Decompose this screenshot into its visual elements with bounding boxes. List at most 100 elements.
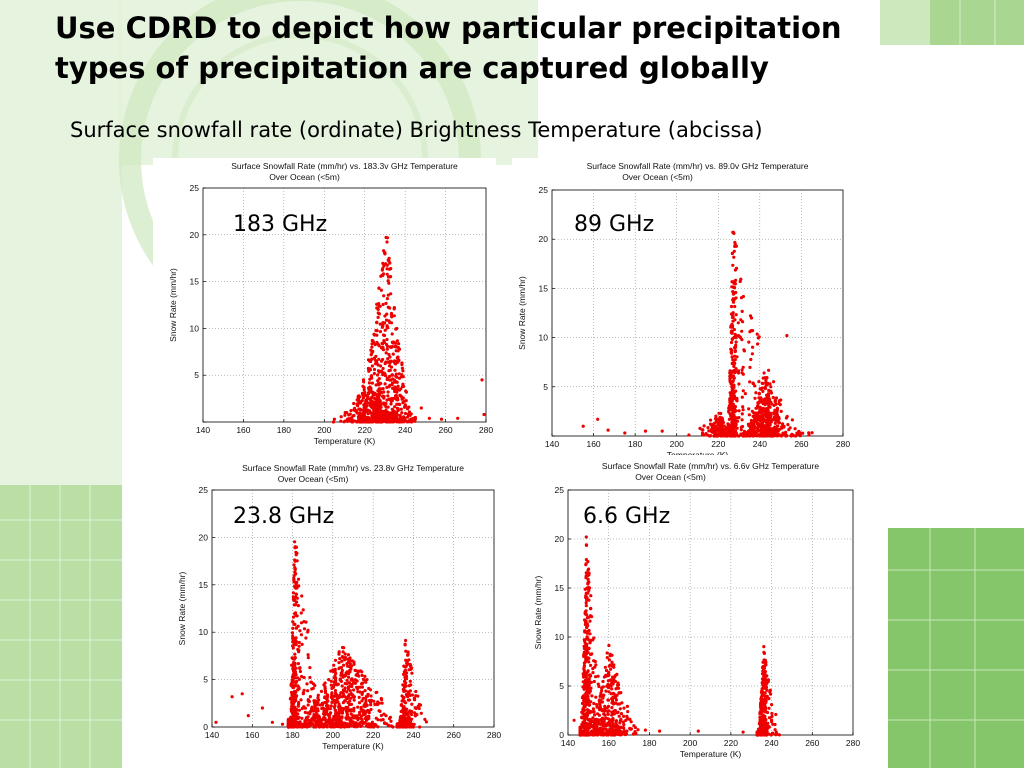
scatter-point bbox=[599, 718, 603, 722]
scatter-point bbox=[369, 703, 373, 707]
scatter-point bbox=[309, 709, 313, 713]
scatter-point bbox=[709, 418, 713, 422]
scatter-point bbox=[290, 719, 294, 723]
scatter-point bbox=[389, 399, 393, 403]
scatter-point bbox=[342, 656, 346, 660]
scatter-point bbox=[594, 719, 598, 723]
scatter-point bbox=[337, 712, 341, 716]
scatter-point bbox=[341, 650, 345, 654]
scatter-point bbox=[727, 404, 731, 408]
scatter-point bbox=[385, 324, 389, 328]
scatter-point bbox=[370, 345, 374, 349]
scatter-point bbox=[343, 686, 347, 690]
scatter-point bbox=[740, 338, 744, 342]
x-tick-label: 160 bbox=[586, 439, 600, 449]
scatter-point bbox=[331, 724, 335, 728]
scatter-point bbox=[386, 410, 390, 414]
scatter-point bbox=[296, 662, 300, 666]
scatter-point bbox=[291, 722, 295, 726]
scatter-point bbox=[381, 333, 386, 337]
scatter-point bbox=[383, 321, 387, 325]
scatter-point bbox=[739, 425, 743, 429]
scatter-point bbox=[338, 657, 342, 661]
scatter-point bbox=[299, 633, 303, 637]
scatter-point bbox=[408, 722, 412, 726]
scatter-point bbox=[733, 268, 737, 272]
scatter-point bbox=[362, 678, 366, 682]
scatter-point bbox=[325, 700, 329, 704]
scatter-point bbox=[761, 681, 765, 685]
x-tick-label: 160 bbox=[236, 425, 250, 435]
scatter-point bbox=[293, 709, 297, 713]
scatter-point bbox=[774, 712, 778, 717]
scatter-point bbox=[398, 413, 402, 418]
scatter-point bbox=[293, 656, 297, 660]
scatter-point bbox=[386, 360, 390, 364]
scatter-point bbox=[719, 411, 723, 416]
scatter-point bbox=[592, 679, 596, 684]
scatter-point bbox=[408, 679, 412, 683]
scatter-point bbox=[330, 686, 334, 690]
scatter-point bbox=[305, 725, 309, 729]
scatter-point bbox=[763, 670, 767, 674]
scatter-point bbox=[586, 577, 590, 581]
scatter-point bbox=[296, 577, 301, 581]
scatter-point bbox=[736, 321, 740, 325]
scatter-point bbox=[728, 412, 732, 417]
scatter-point bbox=[604, 689, 608, 693]
scatter-point bbox=[392, 360, 396, 364]
y-tick-label: 15 bbox=[190, 277, 200, 287]
scatter-point bbox=[383, 362, 387, 366]
scatter-point bbox=[607, 643, 611, 648]
scatter-point bbox=[365, 408, 369, 412]
scatter-point bbox=[404, 681, 408, 685]
scatter-point bbox=[301, 608, 305, 612]
scatter-point bbox=[372, 699, 376, 703]
scatter-point bbox=[759, 695, 764, 699]
x-tick-label: 260 bbox=[447, 730, 461, 740]
scatter-point bbox=[299, 611, 303, 615]
scatter-point bbox=[385, 267, 389, 271]
scatter-point bbox=[401, 683, 405, 687]
scatter-point bbox=[388, 306, 392, 310]
scatter-point bbox=[589, 652, 593, 657]
scatter-point bbox=[369, 694, 373, 698]
scatter-point bbox=[349, 712, 353, 716]
scatter-point bbox=[619, 733, 623, 737]
scatter-point bbox=[400, 397, 404, 401]
scatter-point bbox=[760, 677, 765, 681]
scatter-point bbox=[617, 714, 621, 718]
scatter-point bbox=[737, 409, 741, 413]
x-tick-label: 140 bbox=[205, 730, 219, 740]
scatter-point bbox=[386, 390, 390, 394]
scatter-point bbox=[303, 719, 308, 723]
y-tick-label: 25 bbox=[555, 485, 565, 495]
scatter-point bbox=[353, 668, 357, 672]
scatter-point bbox=[591, 707, 595, 711]
scatter-point bbox=[394, 394, 398, 398]
scatter-point bbox=[595, 732, 599, 736]
scatter-point bbox=[609, 733, 613, 737]
scatter-point bbox=[413, 714, 417, 718]
scatter-point bbox=[418, 703, 423, 707]
scatter-point bbox=[413, 415, 417, 420]
scatter-point bbox=[394, 349, 398, 353]
scatter-point bbox=[375, 329, 379, 333]
scatter-point bbox=[362, 403, 366, 407]
scatter-point bbox=[775, 408, 779, 412]
scatter-point bbox=[764, 680, 768, 685]
scatter-point bbox=[294, 592, 298, 596]
scatter-point bbox=[585, 625, 589, 630]
scatter-point bbox=[332, 683, 336, 687]
scatter-point bbox=[628, 717, 632, 721]
scatter-point bbox=[290, 663, 294, 667]
scatter-point bbox=[763, 661, 767, 666]
slide-subtitle: Surface snowfall rate (ordinate) Brightn… bbox=[70, 118, 763, 142]
scatter-point bbox=[368, 377, 372, 381]
scatter-point bbox=[344, 722, 348, 726]
scatter-point bbox=[337, 702, 341, 706]
label-23ghz: 23.8 GHz bbox=[233, 504, 335, 529]
scatter-point bbox=[760, 421, 765, 425]
scatter-point bbox=[329, 683, 333, 687]
scatter-point bbox=[582, 733, 587, 737]
